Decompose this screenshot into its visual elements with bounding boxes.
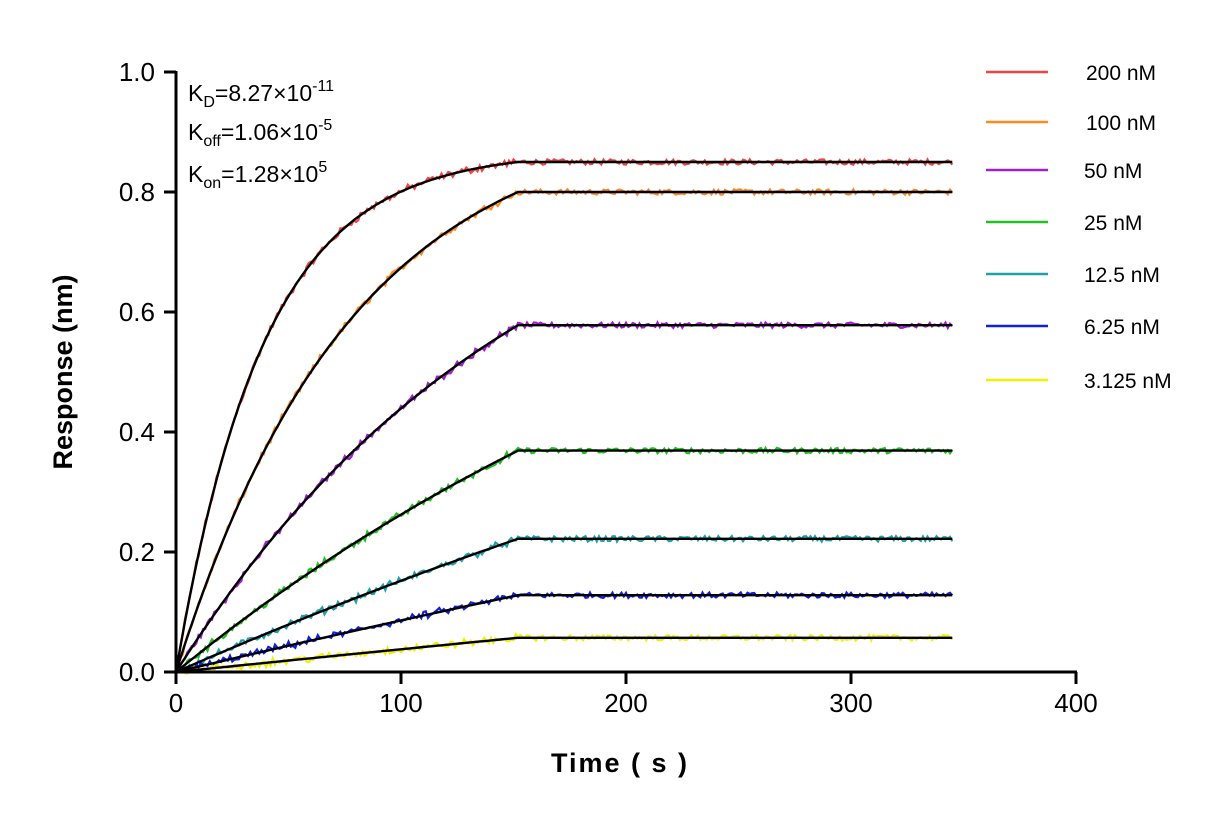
x-tick-label: 300 (829, 688, 872, 718)
y-tick-label: 0.0 (119, 657, 155, 687)
legend-item: 3.125 nM (986, 370, 1172, 393)
data-series-12_5nM (175, 533, 954, 674)
fit-curve (174, 190, 953, 673)
y-tick-label: 0.6 (119, 297, 155, 327)
legend-label: 200 nM (1086, 62, 1156, 85)
legend-item: 100 nM (986, 112, 1156, 135)
legend-label: 12.5 nM (1084, 264, 1160, 287)
legend-label: 3.125 nM (1084, 370, 1172, 393)
x-tick-label: 400 (1054, 688, 1097, 718)
y-tick-label: 0.4 (119, 417, 155, 447)
x-tick-label: 0 (169, 688, 183, 718)
legend-item: 25 nM (986, 212, 1142, 235)
data-series-3_125nM (175, 631, 954, 675)
legend-item: 6.25 nM (986, 316, 1160, 339)
legend-label: 25 nM (1084, 212, 1142, 235)
y-tick-label: 0.2 (119, 537, 155, 567)
y-axis-title: Response (nm) (48, 274, 78, 469)
kinetic-annotations: KD=8.27×10-11 Koff=1.06×10-5 Kon=1.28×10… (188, 78, 334, 192)
kon-annotation: Kon=1.28×105 (188, 159, 327, 192)
fit-curve (175, 449, 953, 673)
y-tick-label: 1.0 (119, 57, 155, 87)
legend: 200 nM 100 nM 50 nM 25 nM 12.5 nM 6.25 nM 3.12… (986, 62, 1172, 393)
ticks-layer: 0 100 200 300 400 0.0 0.2 0.4 0.6 0.8 1.0 (119, 57, 1098, 718)
fit-curve (175, 636, 953, 674)
legend-item: 12.5 nM (986, 264, 1160, 287)
legend-label: 6.25 nM (1084, 316, 1160, 339)
fit-curve (174, 160, 953, 673)
x-tick-label: 100 (379, 688, 422, 718)
curves-layer (174, 157, 954, 675)
kd-annotation: KD=8.27×10-11 (188, 78, 334, 111)
fit-curve (175, 537, 953, 674)
y-tick-label: 0.8 (119, 177, 155, 207)
x-tick-label: 200 (604, 688, 647, 718)
data-series-100nM (174, 187, 954, 673)
legend-label: 100 nM (1086, 112, 1156, 135)
koff-annotation: Koff=1.06×10-5 (188, 117, 332, 150)
legend-label: 50 nM (1084, 160, 1142, 183)
fit-curve (174, 324, 953, 673)
legend-item: 50 nM (986, 160, 1142, 183)
data-series-50nM (175, 320, 954, 673)
legend-item: 200 nM (986, 62, 1156, 85)
fit-curve (175, 594, 953, 674)
x-axis-title: Time ( s ) (551, 748, 689, 778)
